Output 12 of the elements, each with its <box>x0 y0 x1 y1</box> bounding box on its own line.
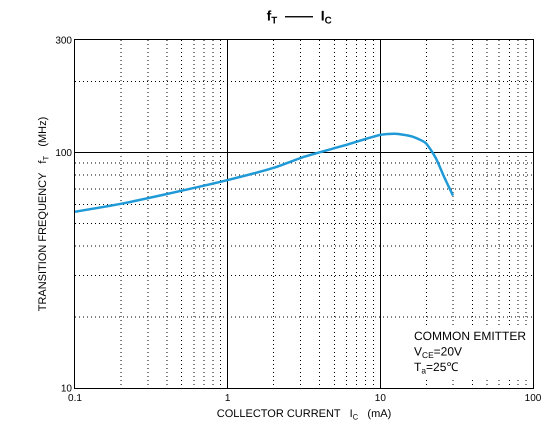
annotation: COMMON EMITTER <box>414 329 526 343</box>
x-tick-label: 100 <box>524 393 542 404</box>
y-tick-label: 100 <box>55 148 72 159</box>
chart-title: f$_{T}$ —— I$_{C}$ <box>266 8 332 27</box>
x-tick-label: 0.1 <box>68 393 82 404</box>
y-tick-label: 300 <box>55 36 72 46</box>
annotation: T$_{a}$=25℃ <box>414 360 458 376</box>
annotation: V$_{CE}$=20V <box>414 344 462 360</box>
y-tick-label: 10 <box>60 384 72 394</box>
x-tick-label: 10 <box>374 393 386 404</box>
x-tick-label: 1 <box>224 393 231 404</box>
x-axis-title: COLLECTOR CURRENT I$_{C}$ (mA) <box>216 408 392 422</box>
